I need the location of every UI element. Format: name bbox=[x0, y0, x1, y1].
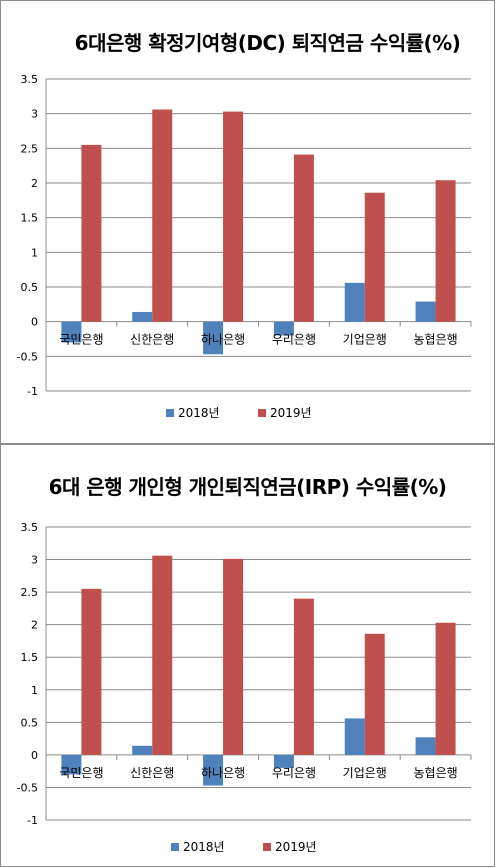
category-label: 우리은행 bbox=[272, 332, 316, 347]
bar bbox=[415, 301, 436, 322]
category-label: 국민은행 bbox=[59, 332, 103, 347]
legend-label: 2019년 bbox=[275, 840, 317, 854]
chart-panel-irp: 6대 은행 개인형 개인퇴직연금(IRP) 수익률(%) 3.5 3 2.5 2 1.5… bbox=[0, 444, 495, 867]
bar bbox=[273, 754, 294, 768]
bar bbox=[81, 588, 102, 755]
y-tick-label: 0 bbox=[31, 316, 38, 329]
bar bbox=[364, 192, 385, 322]
bar bbox=[435, 622, 456, 755]
bar bbox=[203, 321, 224, 355]
y-tick-label: 2.5 bbox=[21, 142, 39, 155]
category-label: 농협은행 bbox=[413, 765, 457, 780]
bar bbox=[81, 144, 102, 322]
category-label: 신한은행 bbox=[130, 332, 174, 347]
bar bbox=[203, 754, 224, 786]
y-tick-label: 1.5 bbox=[21, 651, 39, 664]
chart-panel-dc: 6대은행 확정기여형(DC) 퇴직연금 수익률(%) 3.5 3 2.5 2 1.5 1 0… bbox=[0, 0, 495, 444]
y-tick-label: 1 bbox=[31, 684, 38, 697]
bar bbox=[223, 111, 244, 322]
category-label: 농협은행 bbox=[413, 332, 457, 347]
bar bbox=[152, 555, 173, 755]
y-tick-label: 0.5 bbox=[21, 716, 39, 729]
y-tick-label: -0.5 bbox=[17, 781, 38, 794]
y-tick-label: 1 bbox=[31, 246, 38, 259]
bar bbox=[293, 598, 314, 755]
y-tick-label: -1 bbox=[27, 814, 38, 827]
y-tick-label: 2 bbox=[31, 619, 38, 632]
y-tick-label: 3 bbox=[31, 554, 38, 567]
category-label: 기업은행 bbox=[343, 765, 387, 780]
y-tick-label: 1.5 bbox=[21, 212, 39, 225]
chart-title: 6대 은행 개인형 개인퇴직연금(IRP) 수익률(%) bbox=[48, 475, 447, 499]
y-tick-label: 0.5 bbox=[21, 281, 39, 294]
bar-chart-irp: 3.5 3 2.5 2 1.5 1 0.5 0 -0.5 -1 국민은행 신한은행 하나은행 우리은행 기업… bbox=[17, 521, 472, 854]
bar bbox=[223, 558, 244, 755]
bar bbox=[273, 321, 294, 336]
bar-chart-dc: 3.5 3 2.5 2 1.5 1 0.5 0 -0.5 -1 국민은행 신한은행 하나은행 우리은행 기업… bbox=[17, 73, 472, 420]
bar bbox=[415, 737, 436, 755]
y-tick-label: 3 bbox=[31, 108, 38, 121]
legend-label: 2018년 bbox=[178, 406, 220, 420]
bar bbox=[132, 745, 153, 755]
category-label: 우리은행 bbox=[272, 765, 316, 780]
y-tick-label: 0 bbox=[31, 749, 38, 762]
legend-label: 2018년 bbox=[183, 840, 225, 854]
chart-title: 6대은행 확정기여형(DC) 퇴직연금 수익률(%) bbox=[74, 31, 461, 55]
bar bbox=[344, 282, 365, 322]
y-tick-label: 2 bbox=[31, 177, 38, 190]
y-tick-label: 2.5 bbox=[21, 586, 39, 599]
bar bbox=[61, 754, 82, 775]
legend-label: 2019년 bbox=[270, 406, 312, 420]
y-tick-label: 3.5 bbox=[21, 73, 39, 86]
legend-swatch bbox=[171, 843, 179, 851]
legend-swatch bbox=[166, 409, 174, 417]
bar bbox=[293, 154, 314, 322]
category-label: 하나은행 bbox=[201, 332, 245, 347]
bar bbox=[344, 718, 365, 755]
category-label: 기업은행 bbox=[343, 332, 387, 347]
category-label: 신한은행 bbox=[130, 765, 174, 780]
bar bbox=[152, 109, 173, 322]
category-label: 국민은행 bbox=[59, 765, 103, 780]
bar bbox=[132, 311, 153, 322]
bar bbox=[61, 321, 82, 343]
y-tick-label: 3.5 bbox=[21, 521, 39, 534]
y-tick-label: -0.5 bbox=[17, 350, 38, 363]
y-tick-label: -1 bbox=[27, 385, 38, 398]
legend-swatch bbox=[263, 843, 271, 851]
category-label: 하나은행 bbox=[201, 765, 245, 780]
bar bbox=[364, 633, 385, 755]
bar bbox=[435, 180, 456, 322]
legend-swatch bbox=[258, 409, 266, 417]
